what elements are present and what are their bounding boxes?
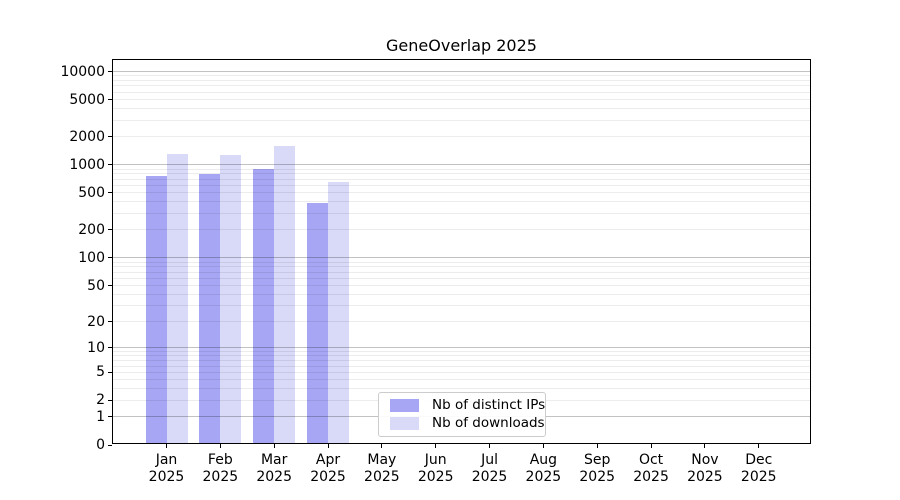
bar-downloads-feb — [220, 155, 242, 443]
bar-distinct-ips-mar — [253, 168, 275, 443]
x-tick-label-jun: Jun 2025 — [404, 452, 468, 486]
gridline — [113, 91, 810, 93]
x-tick-year: 2025 — [633, 469, 669, 485]
bar-downloads-apr — [328, 182, 350, 443]
legend-label-distinct-ips: Nb of distinct IPs — [432, 397, 546, 413]
y-tick-label: 100 — [78, 249, 105, 266]
y-tick-label: 1 — [96, 408, 105, 425]
gridline — [113, 75, 810, 77]
y-tick — [108, 371, 112, 373]
y-tick-label: 50 — [87, 277, 105, 294]
x-tick-label-jan: Jan 2025 — [135, 452, 199, 486]
y-tick — [108, 399, 112, 401]
x-tick-label-may: May 2025 — [350, 452, 414, 486]
bar-distinct-ips-apr — [307, 202, 329, 443]
x-tick-year: 2025 — [310, 469, 346, 485]
gridline-major — [113, 164, 810, 166]
gridline — [113, 168, 810, 170]
x-tick-year: 2025 — [525, 469, 562, 485]
x-tick-label-oct: Oct 2025 — [619, 452, 683, 486]
y-tick — [108, 164, 112, 166]
gridline — [113, 108, 810, 110]
x-tick — [381, 444, 383, 448]
x-tick — [758, 444, 760, 448]
y-tick — [108, 444, 112, 446]
bar-distinct-ips-feb — [199, 173, 221, 443]
x-tick-year: 2025 — [417, 469, 454, 485]
x-tick-label-jul: Jul 2025 — [458, 452, 522, 486]
legend-item-downloads: Nb of downloads — [390, 416, 545, 431]
legend: Nb of distinct IPs Nb of downloads — [378, 392, 546, 437]
x-tick-label-nov: Nov 2025 — [673, 452, 737, 486]
x-tick — [542, 444, 544, 448]
x-tick — [596, 444, 598, 448]
x-tick — [219, 444, 221, 448]
y-tick-label: 5000 — [69, 91, 105, 108]
x-tick-label-mar: Mar 2025 — [242, 452, 306, 486]
y-tick-label: 2 — [96, 392, 105, 409]
x-tick-label-sep: Sep 2025 — [565, 452, 629, 486]
y-tick-label: 0 — [96, 437, 105, 453]
legend-item-distinct-ips: Nb of distinct IPs — [390, 398, 545, 413]
x-tick — [704, 444, 706, 448]
x-tick — [166, 444, 167, 448]
y-tick — [108, 99, 112, 101]
gridline — [113, 80, 810, 82]
x-tick-label-feb: Feb 2025 — [188, 452, 252, 486]
gridline-major — [113, 71, 810, 73]
x-tick — [273, 444, 275, 448]
y-tick — [108, 229, 112, 231]
chart-title: GeneOverlap 2025 — [386, 36, 537, 55]
y-tick-label: 10 — [87, 339, 105, 356]
y-tick-label: 20 — [87, 313, 105, 330]
x-tick-year: 2025 — [471, 469, 508, 485]
x-tick-label-dec: Dec 2025 — [727, 452, 791, 486]
gridline — [113, 119, 810, 121]
x-tick — [489, 444, 491, 448]
gridline — [113, 99, 810, 101]
legend-swatch-downloads — [390, 417, 419, 430]
x-tick-year: 2025 — [364, 469, 400, 485]
y-tick — [108, 416, 112, 418]
plot-area: 0 1 2 5 10 20 50 100 200 500 1000 2000 5000 10000 Jan 2… — [60, 59, 811, 485]
x-tick-year: 2025 — [579, 469, 616, 485]
x-tick — [435, 444, 437, 448]
y-tick-label: 2000 — [69, 128, 105, 145]
y-tick-label: 200 — [78, 221, 105, 238]
gridline — [113, 136, 810, 138]
x-tick — [327, 444, 329, 448]
y-tick-label: 1000 — [69, 156, 105, 173]
y-tick-label: 5 — [96, 364, 105, 381]
y-tick — [108, 285, 112, 287]
x-tick — [650, 444, 652, 448]
y-tick-label: 500 — [78, 184, 105, 201]
bar-distinct-ips-jan — [145, 175, 167, 443]
y-tick — [108, 257, 112, 259]
x-tick-label-aug: Aug 2025 — [511, 452, 575, 486]
x-tick-year: 2025 — [687, 469, 723, 485]
y-tick-label: 10000 — [60, 63, 105, 80]
x-tick-label-apr: Apr 2025 — [296, 452, 360, 486]
bar-downloads-mar — [274, 146, 296, 443]
legend-swatch-distinct-ips — [390, 399, 419, 412]
y-tick — [108, 192, 112, 194]
x-tick-year: 2025 — [202, 469, 239, 485]
y-tick — [108, 321, 112, 323]
legend-label-downloads: Nb of downloads — [432, 415, 545, 431]
y-tick — [108, 136, 112, 138]
y-tick — [108, 347, 112, 349]
x-tick-year: 2025 — [256, 469, 292, 485]
y-tick — [108, 71, 112, 73]
bar-downloads-jan — [166, 153, 188, 443]
gridline — [113, 85, 810, 87]
x-tick-year: 2025 — [148, 469, 185, 485]
x-tick-year: 2025 — [740, 469, 777, 485]
